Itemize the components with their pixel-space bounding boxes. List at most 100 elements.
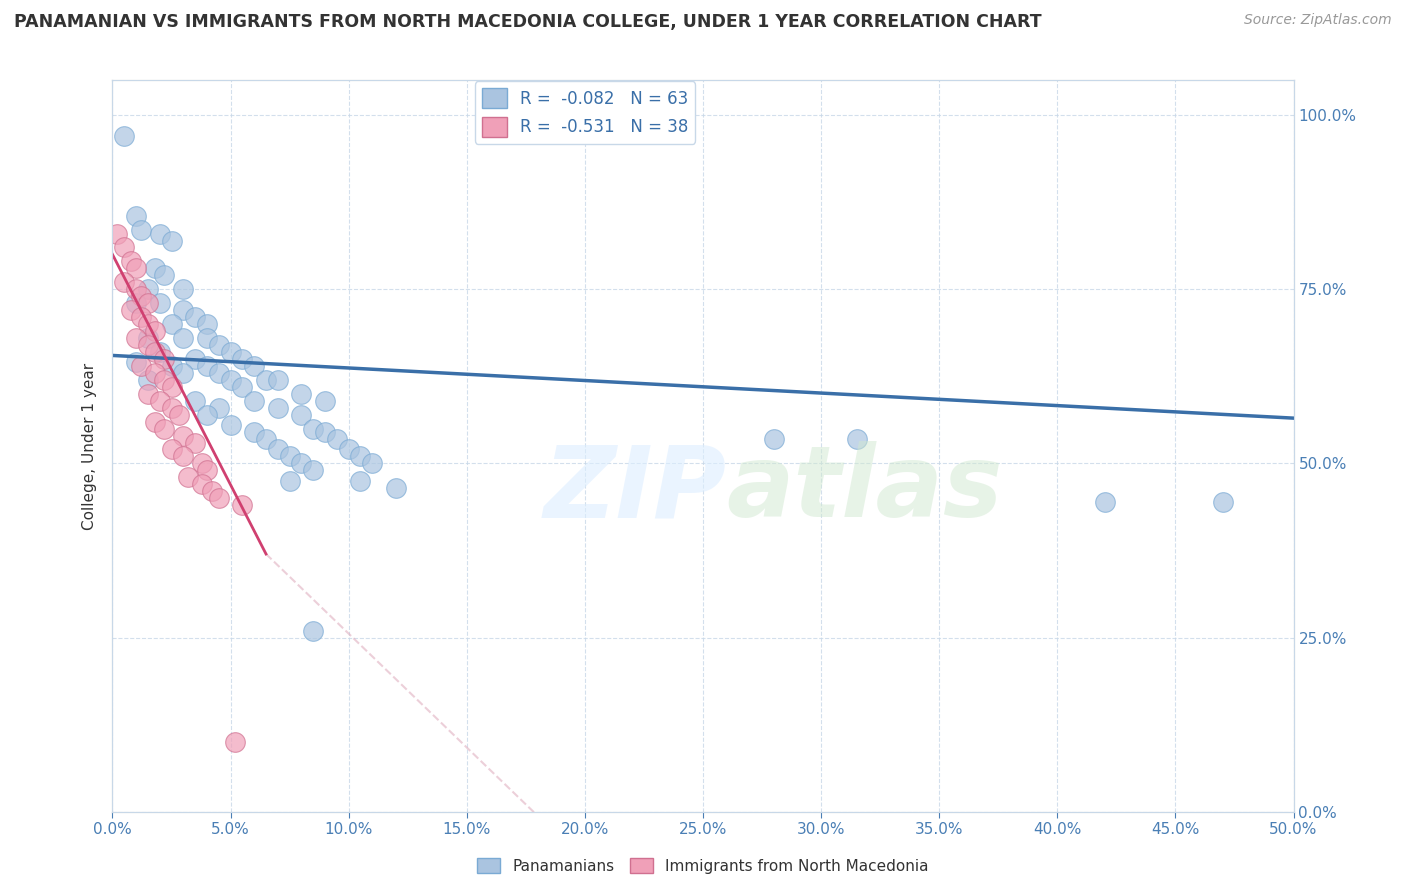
Point [290,408,312,422]
Point [160,234,183,248]
Point [208,491,231,506]
Point [219,345,242,359]
Point [153,268,176,283]
Point [224,735,246,749]
Point [254,373,277,387]
Point [302,463,325,477]
Point [125,331,148,345]
Point [112,128,135,143]
Point [177,470,200,484]
Text: atlas: atlas [727,442,1002,539]
Point [129,223,152,237]
Point [326,432,349,446]
Point [125,282,148,296]
Point [136,331,159,345]
Text: ZIP: ZIP [544,442,727,539]
Point [845,432,868,446]
Point [184,310,207,325]
Point [125,261,148,276]
Text: PANAMANIAN VS IMMIGRANTS FROM NORTH MACEDONIA COLLEGE, UNDER 1 YEAR CORRELATION : PANAMANIAN VS IMMIGRANTS FROM NORTH MACE… [14,13,1042,31]
Point [167,408,190,422]
Point [172,331,194,345]
Point [219,418,242,433]
Point [172,428,194,442]
Point [231,498,253,512]
Point [243,359,266,373]
Point [314,393,336,408]
Point [208,338,231,352]
Y-axis label: College, Under 1 year: College, Under 1 year [82,362,97,530]
Point [160,401,183,415]
Point [302,421,325,435]
Point [302,624,325,638]
Point [112,240,135,254]
Point [267,401,290,415]
Point [290,457,312,471]
Point [120,254,142,268]
Point [191,477,214,491]
Point [160,442,183,457]
Point [143,261,166,276]
Point [172,282,194,296]
Point [136,338,159,352]
Point [231,351,253,366]
Point [278,450,301,464]
Point [1094,494,1116,508]
Point [143,415,166,429]
Point [278,474,301,488]
Point [243,425,266,439]
Point [149,227,172,241]
Point [201,484,224,499]
Point [184,393,207,408]
Point [172,303,194,318]
Point [143,345,166,359]
Point [184,435,207,450]
Point [290,386,312,401]
Point [267,373,290,387]
Point [195,317,218,331]
Point [314,425,336,439]
Point [361,457,384,471]
Point [208,401,231,415]
Point [762,432,785,446]
Point [129,289,152,303]
Point [349,450,371,464]
Point [267,442,290,457]
Point [172,450,194,464]
Point [243,393,266,408]
Point [136,282,159,296]
Point [120,303,142,318]
Point [385,481,408,495]
Point [153,421,176,435]
Point [349,474,371,488]
Point [195,331,218,345]
Point [191,457,214,471]
Point [231,380,253,394]
Point [1212,494,1234,508]
Point [153,373,176,387]
Point [149,393,172,408]
Point [254,432,277,446]
Point [149,296,172,310]
Point [195,359,218,373]
Point [172,366,194,380]
Legend: R =  -0.082   N = 63, R =  -0.531   N = 38: R = -0.082 N = 63, R = -0.531 N = 38 [475,81,695,144]
Point [143,324,166,338]
Point [129,359,152,373]
Text: Source: ZipAtlas.com: Source: ZipAtlas.com [1244,13,1392,28]
Point [143,366,166,380]
Point [160,380,183,394]
Point [125,209,148,223]
Point [195,408,218,422]
Point [208,366,231,380]
Point [160,359,183,373]
Point [105,227,128,241]
Point [184,351,207,366]
Point [337,442,360,457]
Point [129,310,152,325]
Point [112,275,135,289]
Point [125,355,148,369]
Point [160,317,183,331]
Point [153,351,176,366]
Legend: Panamanians, Immigrants from North Macedonia: Panamanians, Immigrants from North Maced… [471,852,935,880]
